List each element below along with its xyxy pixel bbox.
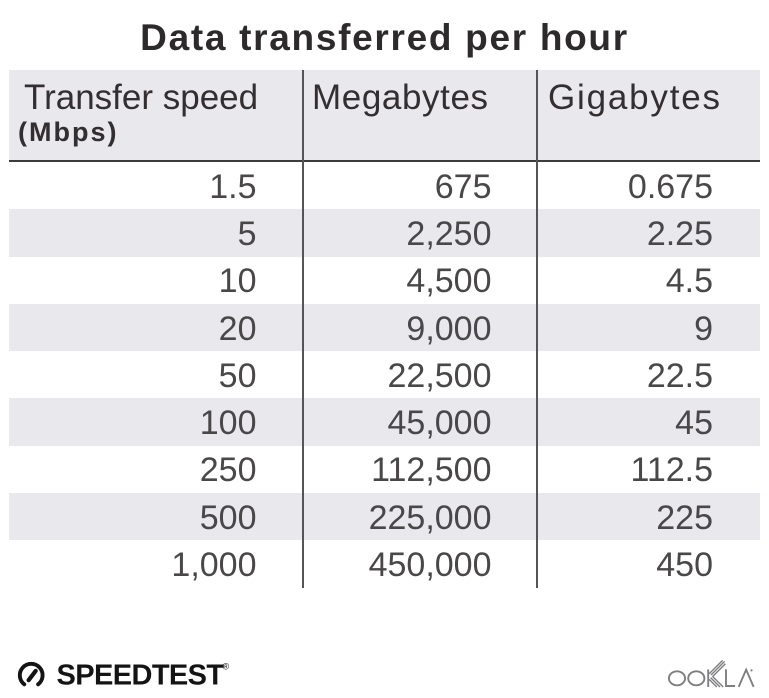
svg-text:SPEEDTEST: SPEEDTEST	[57, 660, 225, 692]
svg-text:®: ®	[223, 662, 230, 672]
